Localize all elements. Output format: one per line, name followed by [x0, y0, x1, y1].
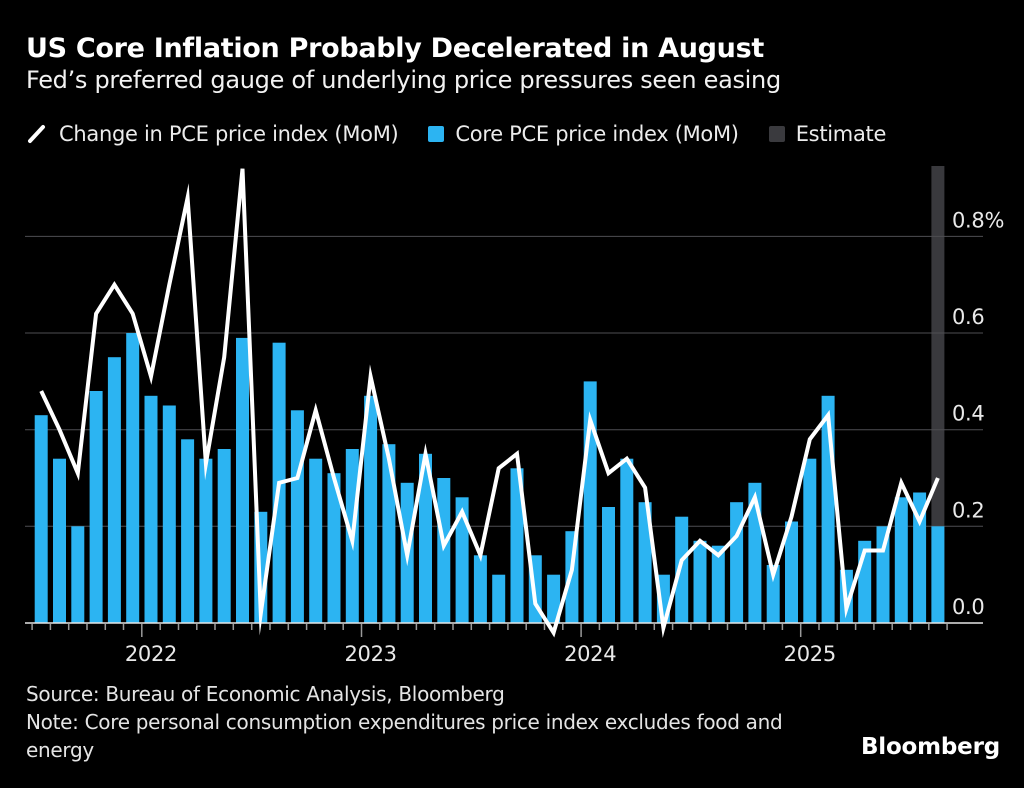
- estimate-swatch-icon: [768, 126, 785, 142]
- bar-core-pce: [327, 473, 341, 623]
- bar-core-pce: [913, 492, 927, 623]
- bar-core-pce: [931, 526, 945, 623]
- y-axis-label: 0.2: [952, 498, 985, 522]
- legend-item-pce-line: Change in PCE price index (MoM): [26, 122, 399, 146]
- chart-subtitle: Fed’s preferred gauge of underlying pric…: [26, 66, 781, 94]
- bar-core-pce: [34, 415, 48, 623]
- y-axis-label: 0.0: [952, 595, 985, 619]
- bar-core-pce: [437, 478, 451, 623]
- methodology-note-line2: energy: [26, 738, 94, 762]
- bar-core-pce: [199, 458, 213, 623]
- x-axis-year-label: 2022: [125, 642, 177, 666]
- bar-core-pce: [236, 337, 249, 623]
- bar-core-pce: [71, 526, 85, 623]
- bar-core-pce: [217, 449, 231, 623]
- bar-core-pce: [126, 333, 140, 623]
- bar-core-pce: [638, 502, 652, 623]
- x-axis-year-label: 2023: [344, 642, 396, 666]
- bar-core-pce: [730, 502, 744, 623]
- bar-core-pce: [107, 357, 121, 623]
- bar-core-pce: [675, 516, 689, 623]
- bar-core-pce: [785, 521, 798, 623]
- estimate-band: [931, 166, 945, 623]
- bar-core-pce: [162, 405, 176, 623]
- bar-core-pce: [309, 458, 323, 623]
- bar-core-pce: [547, 574, 561, 623]
- bar-core-pce: [894, 497, 908, 623]
- bar-core-pce: [89, 391, 103, 623]
- legend-item-estimate: Estimate: [768, 122, 887, 146]
- bar-core-pce: [510, 468, 524, 623]
- line-series-swatch-icon: [26, 123, 48, 145]
- bar-core-pce: [711, 545, 725, 623]
- legend-item-core-pce: Core PCE price index (MoM): [428, 122, 739, 146]
- bar-core-pce: [53, 458, 66, 623]
- bar-core-pce: [181, 439, 195, 623]
- bar-core-pce: [693, 540, 707, 623]
- pce-line: [39, 168, 940, 638]
- bar-core-pce: [620, 458, 634, 623]
- bar-core-pce: [492, 574, 506, 623]
- bar-core-pce: [382, 444, 396, 623]
- legend-label-estimate: Estimate: [795, 122, 887, 146]
- y-axis-label: 0.4: [952, 402, 985, 426]
- bar-core-pce: [419, 453, 432, 623]
- x-axis-year-label: 2024: [564, 642, 616, 666]
- bar-core-pce: [766, 565, 780, 623]
- legend-label-pce-line: Change in PCE price index (MoM): [59, 122, 399, 146]
- bar-core-pce: [803, 458, 817, 623]
- bar-core-pce: [290, 410, 304, 623]
- source-note: Source: Bureau of Economic Analysis, Blo…: [26, 682, 505, 706]
- chart-title: US Core Inflation Probably Decelerated i…: [26, 33, 764, 64]
- bar-core-pce: [473, 555, 487, 623]
- y-axis-label: 0.6: [952, 305, 985, 329]
- bar-core-pce: [144, 395, 158, 623]
- bloomberg-logo: Bloomberg: [860, 734, 1000, 760]
- bar-core-pce: [364, 395, 378, 623]
- bar-core-pce: [602, 507, 615, 623]
- y-axis-label: 0.8%: [952, 208, 1004, 232]
- chart-legend: Change in PCE price index (MoM) Core PCE…: [26, 122, 886, 146]
- bar-core-pce: [455, 497, 469, 623]
- bar-series-swatch-icon: [428, 126, 445, 142]
- methodology-note-line1: Note: Core personal consumption expendit…: [26, 710, 783, 734]
- legend-label-core-pce: Core PCE price index (MoM): [455, 122, 739, 146]
- x-axis-year-label: 2025: [784, 642, 836, 666]
